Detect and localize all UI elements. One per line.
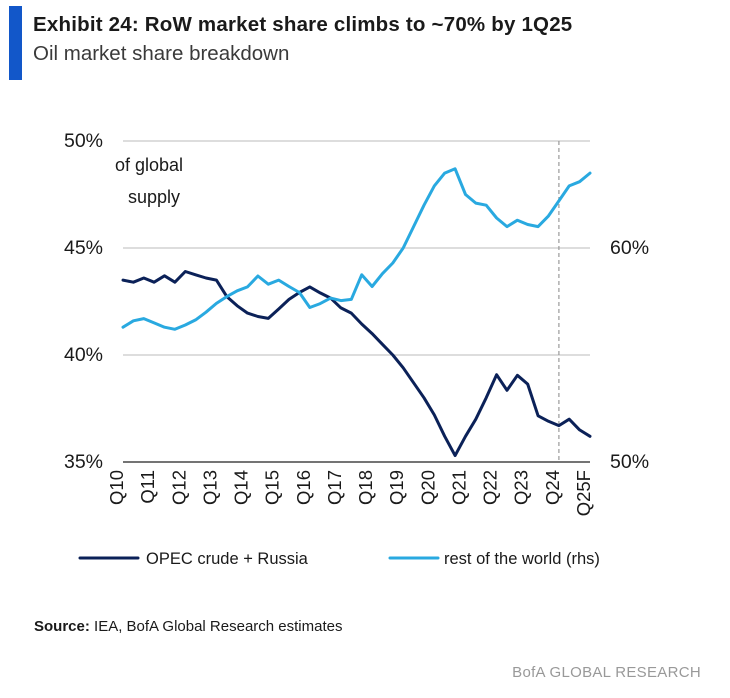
svg-text:Q10: Q10 xyxy=(106,470,127,505)
svg-text:Q20: Q20 xyxy=(417,470,438,505)
svg-text:Q18: Q18 xyxy=(355,470,376,505)
svg-text:OPEC crude + Russia: OPEC crude + Russia xyxy=(146,550,309,568)
svg-text:50%: 50% xyxy=(64,130,103,152)
svg-text:Q14: Q14 xyxy=(231,470,252,505)
svg-text:Q13: Q13 xyxy=(199,470,220,505)
svg-text:of global: of global xyxy=(115,155,183,175)
svg-text:Q17: Q17 xyxy=(324,470,345,505)
svg-text:60%: 60% xyxy=(610,237,649,259)
svg-text:35%: 35% xyxy=(64,451,103,473)
svg-text:Q12: Q12 xyxy=(168,470,189,505)
svg-text:45%: 45% xyxy=(64,237,103,259)
svg-text:Q15: Q15 xyxy=(262,470,283,505)
svg-text:50%: 50% xyxy=(610,451,649,473)
svg-text:Q23: Q23 xyxy=(511,470,532,505)
svg-text:rest of the world (rhs): rest of the world (rhs) xyxy=(444,550,600,568)
svg-text:Q21: Q21 xyxy=(449,470,470,505)
svg-text:40%: 40% xyxy=(64,344,103,366)
svg-text:Q25F: Q25F xyxy=(573,470,594,516)
svg-text:supply: supply xyxy=(128,187,180,207)
svg-text:Q11: Q11 xyxy=(137,470,158,504)
svg-text:Q22: Q22 xyxy=(480,470,501,505)
svg-text:Q24: Q24 xyxy=(542,470,563,505)
svg-text:Q16: Q16 xyxy=(293,470,314,505)
svg-text:Q19: Q19 xyxy=(386,470,407,505)
